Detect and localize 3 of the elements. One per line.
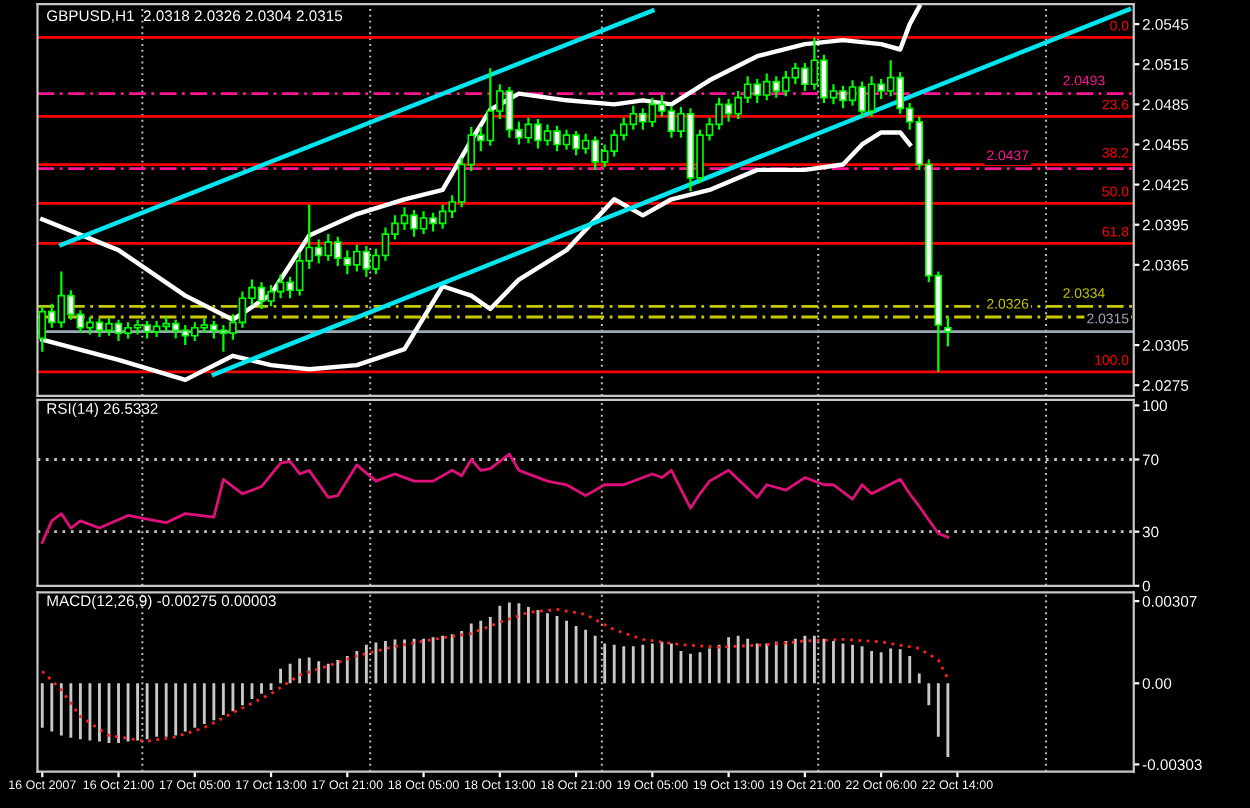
- line-series: [40, 452, 950, 544]
- candlestick: [944, 315, 952, 348]
- line-series: [40, 608, 950, 743]
